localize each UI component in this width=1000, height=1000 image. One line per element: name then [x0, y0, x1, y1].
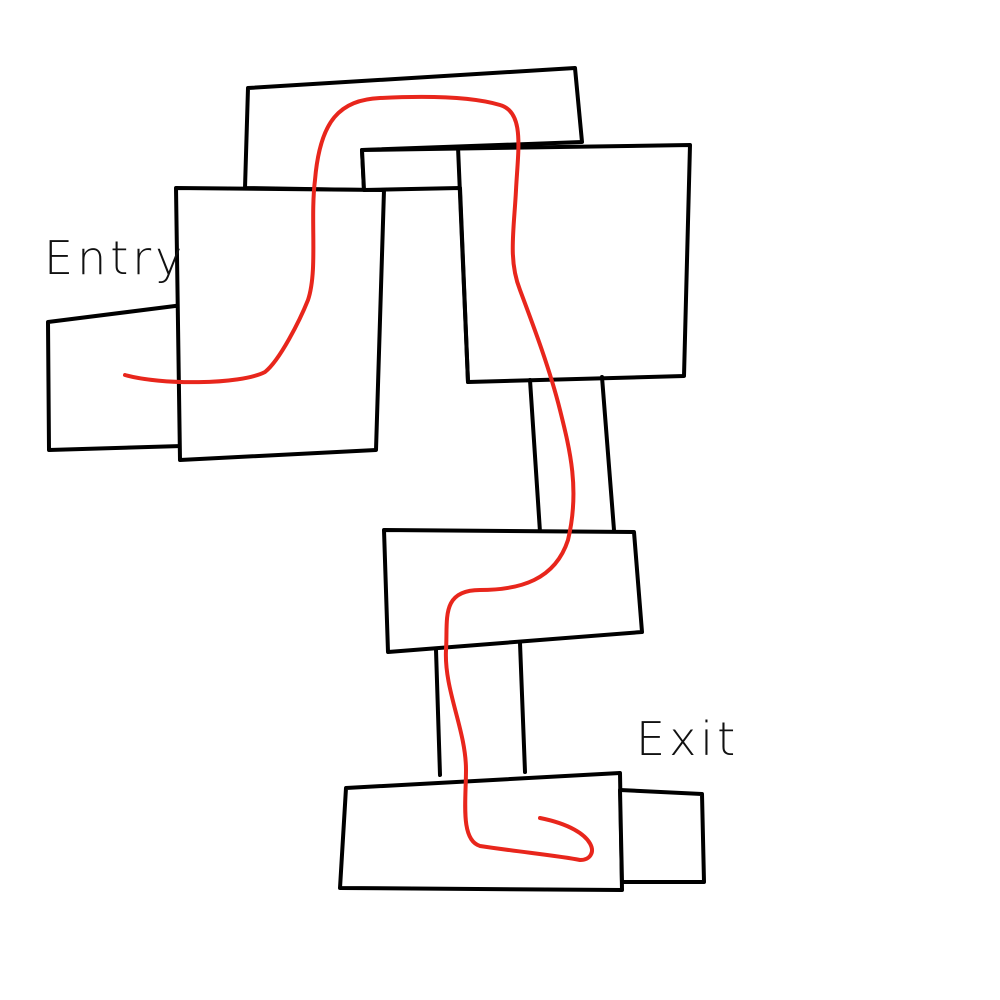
upper-corridor-right-wall	[600, 375, 616, 532]
exit-vestibule	[618, 788, 706, 884]
entry-room	[174, 186, 386, 462]
route-path	[123, 94, 594, 862]
exit-label: Exit	[636, 712, 739, 766]
exit-room	[338, 771, 624, 892]
lower-corridor-left-wall	[434, 648, 442, 777]
upper-right-room-divider	[456, 145, 470, 384]
entry-label: Entry	[44, 231, 186, 285]
upper-right-room	[360, 143, 692, 384]
lower-corridor-right-wall	[518, 641, 527, 774]
entry-vestibule	[46, 303, 185, 452]
middle-room	[382, 528, 644, 654]
upper-corridor-left-wall	[528, 378, 542, 534]
